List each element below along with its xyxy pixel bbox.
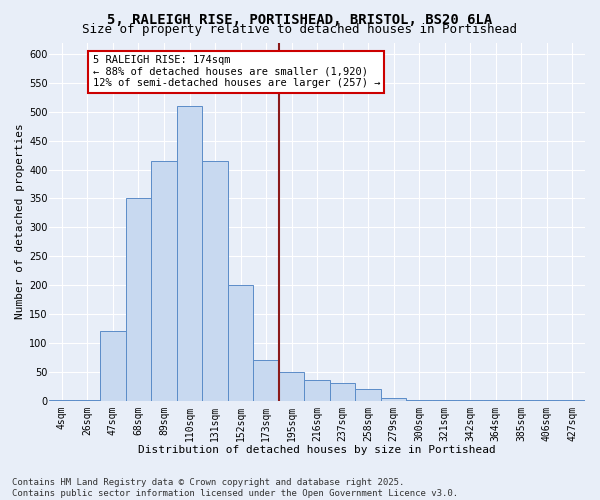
Bar	[151, 161, 177, 400]
Bar	[126, 198, 151, 400]
Bar	[355, 389, 381, 400]
Bar	[381, 398, 406, 400]
Text: Contains HM Land Registry data © Crown copyright and database right 2025.
Contai: Contains HM Land Registry data © Crown c…	[12, 478, 458, 498]
Bar	[304, 380, 330, 400]
Bar	[330, 384, 355, 400]
Bar	[202, 161, 228, 400]
Text: 5, RALEIGH RISE, PORTISHEAD, BRISTOL, BS20 6LA: 5, RALEIGH RISE, PORTISHEAD, BRISTOL, BS…	[107, 12, 493, 26]
Text: 5 RALEIGH RISE: 174sqm
← 88% of detached houses are smaller (1,920)
12% of semi-: 5 RALEIGH RISE: 174sqm ← 88% of detached…	[92, 55, 380, 88]
Bar	[279, 372, 304, 400]
Text: Size of property relative to detached houses in Portishead: Size of property relative to detached ho…	[83, 24, 517, 36]
Bar	[177, 106, 202, 401]
Bar	[228, 285, 253, 401]
X-axis label: Distribution of detached houses by size in Portishead: Distribution of detached houses by size …	[138, 445, 496, 455]
Bar	[100, 332, 126, 400]
Y-axis label: Number of detached properties: Number of detached properties	[15, 124, 25, 320]
Bar	[253, 360, 279, 401]
